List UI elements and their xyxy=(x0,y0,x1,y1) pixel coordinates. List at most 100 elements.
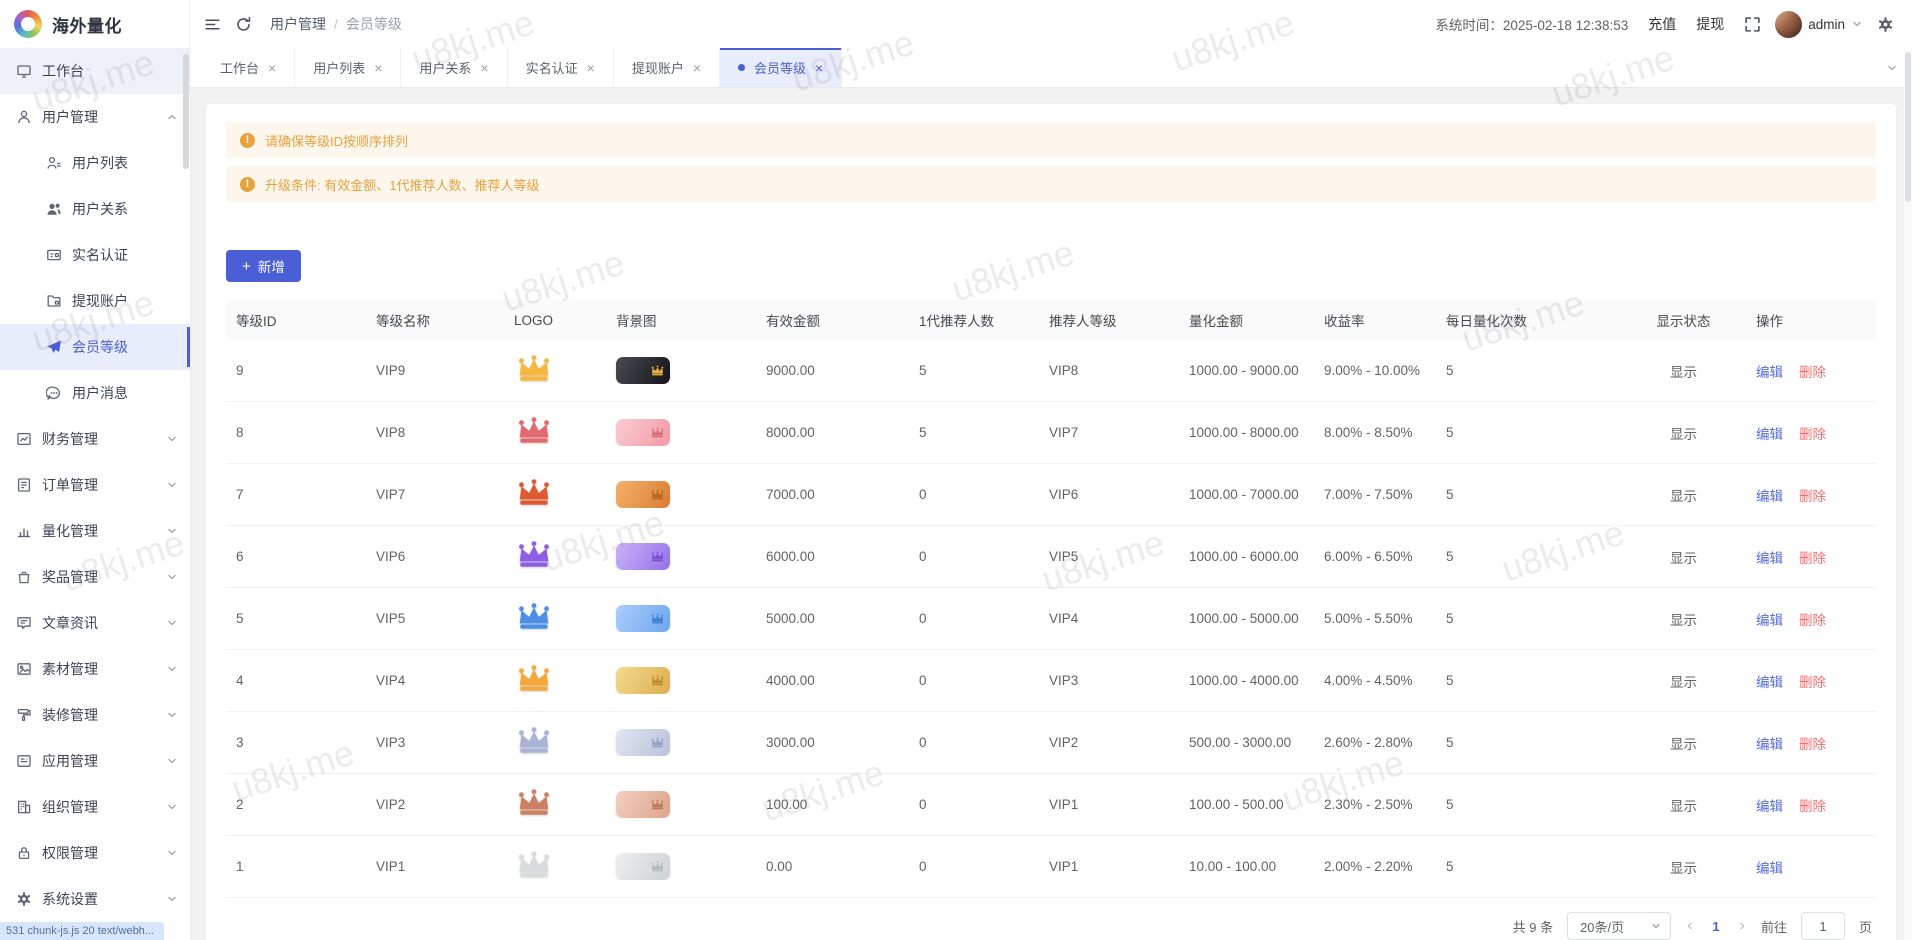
sidebar-item-organization[interactable]: 组织管理 xyxy=(0,784,190,830)
withdraw-button[interactable]: 提现 xyxy=(1696,16,1725,32)
delete-link[interactable]: 删除 xyxy=(1799,488,1826,504)
page-number-current[interactable]: 1 xyxy=(1712,918,1720,934)
edit-link[interactable]: 编辑 xyxy=(1756,798,1783,814)
sidebar-item-permissions[interactable]: 权限管理 xyxy=(0,830,190,876)
edit-link[interactable]: 编辑 xyxy=(1756,612,1783,628)
sidebar-item-label: 用户消息 xyxy=(72,385,128,401)
goto-page-input[interactable] xyxy=(1800,912,1845,940)
sidebar-item-label: 组织管理 xyxy=(42,799,98,815)
sidebar-item-user-relations[interactable]: 用户关系 xyxy=(0,186,190,232)
chevron-down-icon xyxy=(166,617,178,629)
cell-valid-amount: 9000.00 xyxy=(766,363,815,378)
tab-real-name-auth[interactable]: 实名认证 × xyxy=(508,48,614,87)
sidebar-item-withdraw-account[interactable]: 提现账户 xyxy=(0,278,190,324)
cell-logo xyxy=(504,478,606,512)
tab-label: 用户关系 xyxy=(419,61,472,76)
prev-page-button[interactable]: ‹ xyxy=(1687,917,1693,934)
close-icon[interactable]: × xyxy=(268,59,277,76)
delete-link[interactable]: 删除 xyxy=(1799,736,1826,752)
refresh-icon[interactable] xyxy=(235,16,252,33)
next-page-button[interactable]: › xyxy=(1739,917,1745,934)
cell-referrals: 5 xyxy=(919,425,927,440)
cell-rate: 2.00% - 2.20% xyxy=(1324,859,1413,874)
delete-link[interactable]: 删除 xyxy=(1799,550,1826,566)
sidebar-item-member-level[interactable]: 会员等级 xyxy=(0,324,190,370)
edit-link[interactable]: 编辑 xyxy=(1756,426,1783,442)
tab-withdraw-account[interactable]: 提现账户 × xyxy=(614,48,721,87)
cell-valid-amount: 4000.00 xyxy=(766,673,815,688)
tab-user-list[interactable]: 用户列表 × xyxy=(295,48,402,87)
sidebar-item-user-list[interactable]: 用户列表 xyxy=(0,140,190,186)
sidebar-item-materials[interactable]: 素材管理 xyxy=(0,646,190,692)
sidebar-item-prizes[interactable]: 奖品管理 xyxy=(0,554,190,600)
sidebar-item-workbench[interactable]: 工作台 xyxy=(0,48,190,94)
sidebar-item-decoration[interactable]: 装修管理 xyxy=(0,692,190,738)
sidebar-item-real-name-auth[interactable]: 实名认证 xyxy=(0,232,190,278)
cell-daily-times: 5 xyxy=(1446,611,1454,626)
tab-workbench[interactable]: 工作台 × xyxy=(202,48,296,87)
system-time-value: 2025-02-18 12:38:53 xyxy=(1502,18,1629,33)
settings-gear-icon[interactable] xyxy=(1877,16,1894,33)
close-icon[interactable]: × xyxy=(692,59,702,76)
sidebar-item-system-settings[interactable]: 系统设置 xyxy=(0,876,190,922)
goto-label: 前往 xyxy=(1760,919,1787,935)
tab-bar: 工作台 × 用户列表 × 用户关系 × 实名认证 × 提现账户 × 会员等级 xyxy=(190,48,1912,88)
fullscreen-icon[interactable] xyxy=(1744,16,1761,33)
tab-member-level[interactable]: 会员等级 × xyxy=(720,48,843,87)
sidebar-item-label: 量化管理 xyxy=(42,523,98,539)
delete-link[interactable]: 删除 xyxy=(1799,674,1826,690)
cell-level-name: VIP5 xyxy=(376,611,406,626)
add-level-button[interactable]: + 新增 xyxy=(226,250,301,282)
sidebar-scrollbar[interactable] xyxy=(183,54,189,169)
cell-display-status: 显示 xyxy=(1670,736,1697,752)
edit-link[interactable]: 编辑 xyxy=(1756,364,1783,380)
cell-display-status: 显示 xyxy=(1670,612,1697,628)
close-icon[interactable]: × xyxy=(374,59,383,76)
delete-link[interactable]: 删除 xyxy=(1799,364,1826,380)
sidebar-item-user-management[interactable]: 用户管理 xyxy=(0,94,190,140)
delete-link[interactable]: 删除 xyxy=(1799,798,1826,814)
cell-daily-times: 5 xyxy=(1446,735,1454,750)
close-icon[interactable]: × xyxy=(815,59,824,76)
cell-actions: 编辑 删除 xyxy=(1746,733,1876,753)
column-header: 有效金额 xyxy=(766,314,820,329)
delete-link[interactable]: 删除 xyxy=(1799,426,1826,442)
column-header: 每日量化次数 xyxy=(1446,314,1527,329)
edit-link[interactable]: 编辑 xyxy=(1756,488,1783,504)
add-label: 新增 xyxy=(257,260,285,275)
close-icon[interactable]: × xyxy=(586,59,595,76)
close-icon[interactable]: × xyxy=(480,59,489,76)
cell-level-name: VIP8 xyxy=(376,425,406,440)
cell-actions: 编辑 删除 xyxy=(1746,547,1876,567)
avatar[interactable] xyxy=(1775,10,1803,38)
page-size-select[interactable]: 20条/页 xyxy=(1567,912,1672,940)
breadcrumb-section[interactable]: 用户管理 xyxy=(270,16,326,32)
page-scrollbar[interactable] xyxy=(1904,48,1912,940)
collapse-sidebar-icon[interactable] xyxy=(204,16,221,33)
sidebar-item-quant[interactable]: 量化管理 xyxy=(0,508,190,554)
sidebar-item-finance[interactable]: 财务管理 xyxy=(0,416,190,462)
column-header: 推荐人等级 xyxy=(1049,314,1117,329)
edit-link[interactable]: 编辑 xyxy=(1756,550,1783,566)
sidebar-item-applications[interactable]: 应用管理 xyxy=(0,738,190,784)
page-suffix: 页 xyxy=(1858,919,1872,935)
edit-link[interactable]: 编辑 xyxy=(1756,860,1783,876)
column-header: 显示状态 xyxy=(1656,314,1711,329)
sidebar-item-articles[interactable]: 文章资讯 xyxy=(0,600,190,646)
cell-level-id: 1 xyxy=(236,859,244,874)
chevron-down-icon xyxy=(166,893,178,905)
edit-link[interactable]: 编辑 xyxy=(1756,674,1783,690)
edit-link[interactable]: 编辑 xyxy=(1756,736,1783,752)
cell-referrals: 0 xyxy=(919,859,927,874)
cell-valid-amount: 5000.00 xyxy=(766,611,815,626)
cell-display-status: 显示 xyxy=(1670,488,1697,504)
cell-background xyxy=(606,419,756,446)
user-menu[interactable]: admin xyxy=(1775,10,1863,38)
sidebar-item-orders[interactable]: 订单管理 xyxy=(0,462,190,508)
cell-daily-times: 5 xyxy=(1446,363,1454,378)
delete-link[interactable]: 删除 xyxy=(1799,612,1826,628)
tab-user-relations[interactable]: 用户关系 × xyxy=(401,48,508,87)
sidebar-item-user-messages[interactable]: 用户消息 xyxy=(0,370,190,416)
tab-label: 用户列表 xyxy=(313,61,366,76)
recharge-button[interactable]: 充值 xyxy=(1648,16,1677,32)
